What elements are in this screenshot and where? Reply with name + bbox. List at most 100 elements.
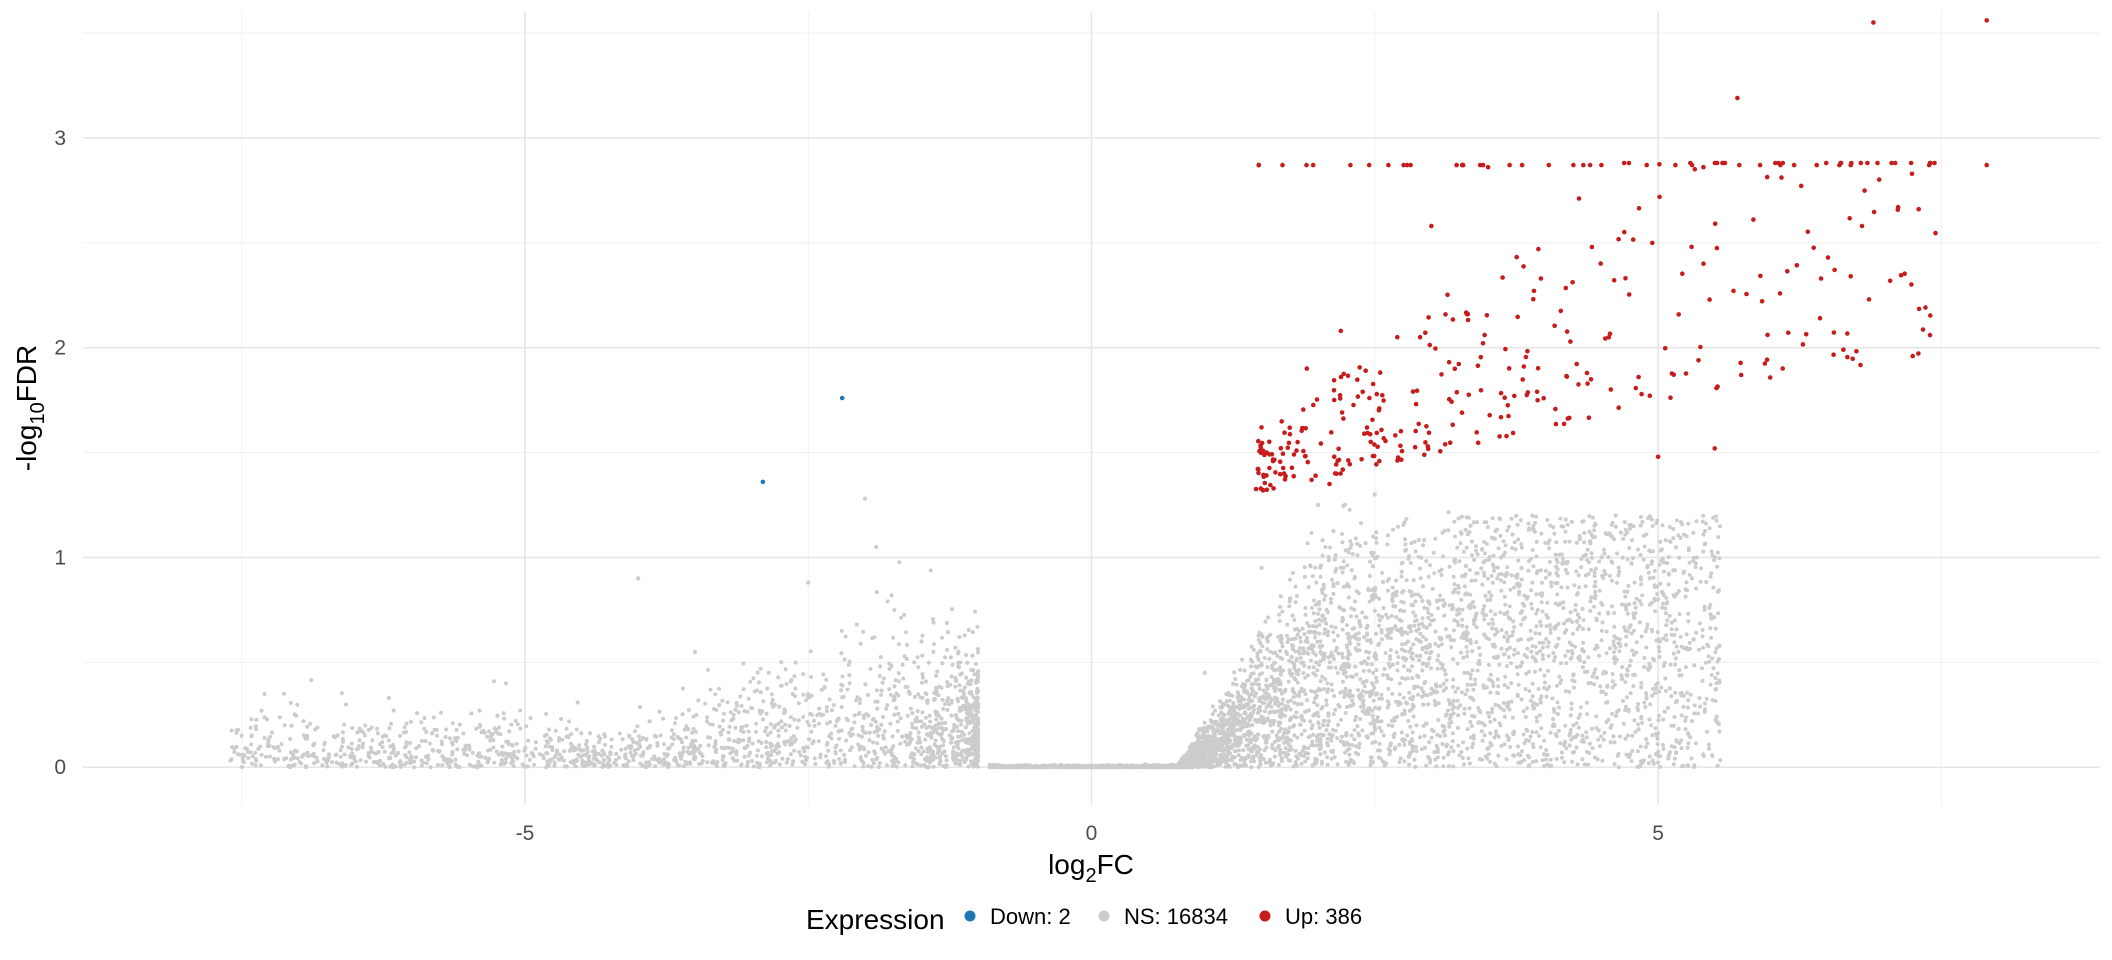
ns-point <box>950 662 955 667</box>
ns-point <box>783 728 788 733</box>
ns-point <box>1709 673 1714 677</box>
ns-point <box>1616 573 1621 578</box>
ns-point <box>1634 640 1639 645</box>
ns-point <box>1322 653 1327 658</box>
ns-point <box>1345 748 1350 753</box>
ns-point <box>1266 615 1270 620</box>
ns-point <box>1346 649 1351 654</box>
ns-point <box>940 661 945 666</box>
ns-point <box>1233 749 1238 753</box>
ns-point <box>1502 742 1507 747</box>
ns-point <box>1687 640 1692 645</box>
ns-point <box>673 716 678 721</box>
ns-point <box>1672 640 1677 645</box>
ns-point <box>1477 708 1482 713</box>
ns-point <box>1465 638 1470 643</box>
ns-point <box>1701 549 1706 554</box>
ns-point <box>447 736 452 741</box>
ns-point <box>768 741 773 746</box>
ns-point <box>1540 653 1545 658</box>
ns-point <box>623 746 628 751</box>
ns-point <box>1655 592 1660 597</box>
ns-point <box>1340 627 1345 632</box>
ns-point <box>430 731 434 736</box>
ns-point <box>1624 695 1629 700</box>
ns-point <box>485 734 490 739</box>
ns-point <box>1512 753 1517 758</box>
ns-point <box>1285 622 1290 627</box>
ns-point <box>860 728 865 733</box>
ns-point <box>1624 642 1629 647</box>
ns-point <box>669 735 674 740</box>
ns-point <box>1630 733 1635 738</box>
ns-point <box>862 496 868 501</box>
ns-point <box>840 674 845 679</box>
ns-point <box>1346 636 1351 640</box>
ns-point <box>1374 679 1379 684</box>
ns-point <box>1301 671 1306 675</box>
ns-point <box>1462 670 1467 675</box>
ns-point <box>1409 655 1414 660</box>
ns-point <box>1594 726 1599 730</box>
ns-point <box>889 593 894 598</box>
ns-point <box>1444 686 1449 691</box>
ns-point <box>1460 607 1465 612</box>
ns-point <box>1654 521 1659 526</box>
ns-point <box>1456 713 1461 718</box>
ns-point <box>1472 605 1477 609</box>
ns-point <box>1610 679 1615 684</box>
ns-point <box>1280 609 1285 614</box>
ns-point <box>1412 623 1417 628</box>
ns-point <box>920 653 925 658</box>
ns-point <box>1519 545 1524 550</box>
ns-point <box>532 762 536 767</box>
ns-point <box>1582 531 1587 535</box>
ns-point <box>1553 552 1558 557</box>
ns-point <box>1482 573 1487 578</box>
ns-point <box>1535 719 1539 724</box>
ns-point <box>638 705 642 709</box>
ns-point <box>1342 608 1346 613</box>
ns-point <box>1412 592 1417 597</box>
ns-point <box>398 733 402 738</box>
ns-point <box>1656 713 1661 718</box>
ns-point <box>932 690 937 695</box>
ns-point <box>831 703 836 708</box>
ns-point <box>246 749 250 754</box>
ns-point <box>1317 631 1322 636</box>
ns-point <box>1262 709 1267 714</box>
ns-point <box>1587 751 1592 755</box>
ns-point <box>1708 574 1713 579</box>
ns-point <box>1673 690 1678 695</box>
ns-point <box>775 741 780 746</box>
ns-point <box>504 739 509 744</box>
ns-point <box>489 732 494 737</box>
ns-point <box>1631 524 1636 529</box>
ns-point <box>1288 707 1293 712</box>
ns-point <box>1232 755 1237 760</box>
ns-point <box>871 716 876 721</box>
ns-point <box>1364 679 1369 683</box>
ns-point <box>1535 569 1540 574</box>
ns-point <box>1534 759 1539 764</box>
ns-point <box>1289 738 1294 743</box>
ns-point <box>811 739 816 744</box>
ns-point <box>419 739 424 743</box>
ns-point <box>1404 517 1409 521</box>
ns-point <box>1418 735 1422 740</box>
ns-point <box>976 716 981 721</box>
ns-point <box>547 727 552 732</box>
ns-point <box>1627 545 1632 550</box>
ns-point <box>1518 753 1523 758</box>
ns-point <box>387 756 391 761</box>
ns-point <box>842 657 847 662</box>
ns-point <box>596 740 601 745</box>
ns-point <box>1504 647 1509 652</box>
ns-point <box>1713 699 1718 703</box>
ns-point <box>919 752 924 757</box>
ns-point <box>404 721 409 726</box>
ns-point <box>1420 662 1425 666</box>
ns-point <box>1435 606 1440 611</box>
ns-point <box>1599 734 1603 739</box>
ns-point <box>1709 635 1714 640</box>
